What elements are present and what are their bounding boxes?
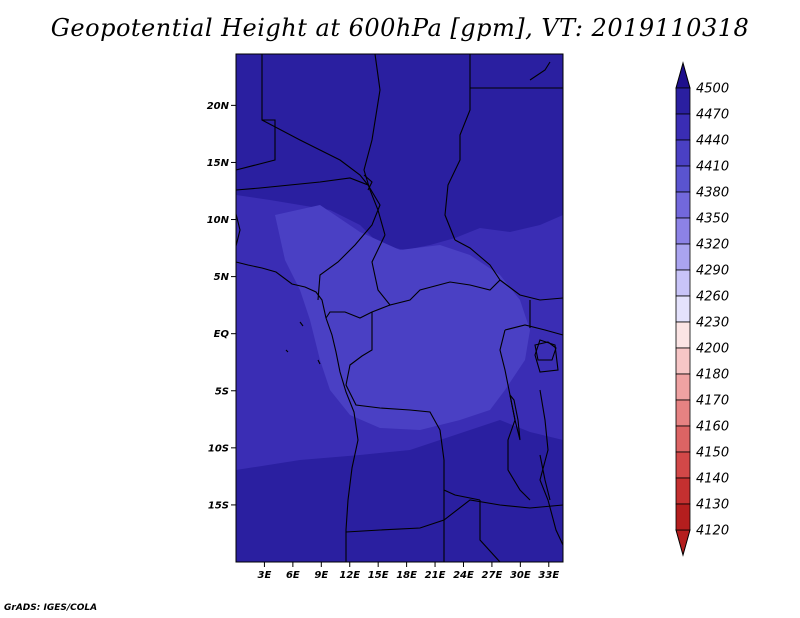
colorbar-label: 4170 [696,394,729,409]
colorbar-swatch [675,425,691,453]
colorbar-label: 4130 [696,498,729,513]
border-lakes [504,300,564,373]
colorbar-swatch [675,243,691,271]
colorbar-label: 4260 [696,290,729,305]
lon-axis: 3E 6E 9E 12E 15E 18E 21E 24E 27E 30E 33E [258,562,559,581]
colorbar-label: 4160 [696,420,729,435]
border-ne-1 [235,119,276,171]
colorbar-swatch [675,165,691,193]
west-africa-coastline [235,261,359,562]
lon-tick-label: 27E [482,570,503,581]
lat-tick-label: EQ [214,329,230,340]
lon-tick-label: 18E [396,570,417,581]
colorbar-swatch [675,477,691,505]
colorbar-swatch [675,321,691,349]
border-east [539,389,564,546]
border-south [345,499,564,533]
border-sahel [235,177,381,301]
colorbar-label: 4120 [696,524,729,539]
colorbar-label: 4320 [696,238,729,253]
border-central-1 [371,234,501,306]
lon-tick-label: 24E [453,570,474,581]
colorbar-swatch [675,347,691,375]
lat-tick-label: 15S [208,500,229,511]
border-gulf-islands [285,321,321,365]
colorbar-swatch [675,87,691,115]
footer-credit: GrADS: IGES/COLA [4,603,98,613]
map-borders [235,53,564,563]
lon-tick-label: 30E [510,570,531,581]
border-red-sea-coast [529,61,551,81]
colorbar-label: 4180 [696,368,729,383]
border-lake-victoria [534,341,557,361]
lon-tick-label: 15E [368,570,389,581]
colorbar-label: 4290 [696,264,729,279]
lat-tick-label: 15N [207,158,230,169]
colorbar-bottom-arrow [675,529,691,557]
colorbar-label: 4350 [696,212,729,227]
lat-axis: 20N 15N 10N 5N EQ 5S 10S 15S [207,101,236,511]
lon-tick-label: 21E [425,570,446,581]
colorbar-label: 4150 [696,446,729,461]
field-higher-south [236,420,563,562]
lon-tick-label: 9E [314,570,328,581]
border-north-3 [444,54,471,241]
colorbar-swatch [675,295,691,323]
colorbar-label: 4200 [696,342,729,357]
colorbar-label: 4140 [696,472,729,487]
colorbar-label: 4230 [696,316,729,331]
lon-tick-label: 6E [286,570,300,581]
colorbar: 4500 4470 4440 4410 4380 4350 4320 4290 4260 4230… [675,61,729,557]
border-west-coast-north [235,213,241,247]
field-higher-north [236,54,563,250]
colorbar-swatch [675,191,691,219]
map-frame [235,53,564,563]
height-field [236,54,563,562]
colorbar-label: 4440 [696,134,729,149]
border-north-1 [261,54,369,186]
border-lake-chad [363,174,373,191]
colorbar-label: 4470 [696,108,729,123]
border-drc-north [325,304,391,319]
colorbar-swatch [675,451,691,479]
colorbar-swatch [675,373,691,401]
border-angola-zambia [443,490,501,563]
border-lake-malawi [539,454,551,501]
colorbar-top-arrow [675,61,691,89]
colorbar-swatch [675,139,691,167]
lon-tick-label: 12E [339,570,360,581]
lon-tick-label: 33E [538,570,559,581]
lat-tick-label: 5S [215,386,229,397]
colorbar-swatch [675,269,691,297]
lat-tick-label: 20N [207,101,230,112]
colorbar-label: 4500 [696,82,729,97]
colorbar-swatch [675,399,691,427]
lat-tick-label: 5N [214,272,230,283]
colorbar-label: 4380 [696,186,729,201]
border-lake-tanganyika [509,394,521,441]
border-central-2 [499,279,564,301]
page-title: Geopotential Height at 600hPa [gpm], VT:… [50,14,750,42]
colorbar-swatch [675,503,691,531]
colorbar-swatch [675,217,691,245]
lon-tick-label: 3E [258,570,272,581]
lat-tick-label: 10S [208,443,229,454]
colorbar-label: 4410 [696,160,729,175]
lat-tick-label: 10N [207,215,230,226]
border-drc-west [345,312,481,501]
colorbar-swatch [675,113,691,141]
